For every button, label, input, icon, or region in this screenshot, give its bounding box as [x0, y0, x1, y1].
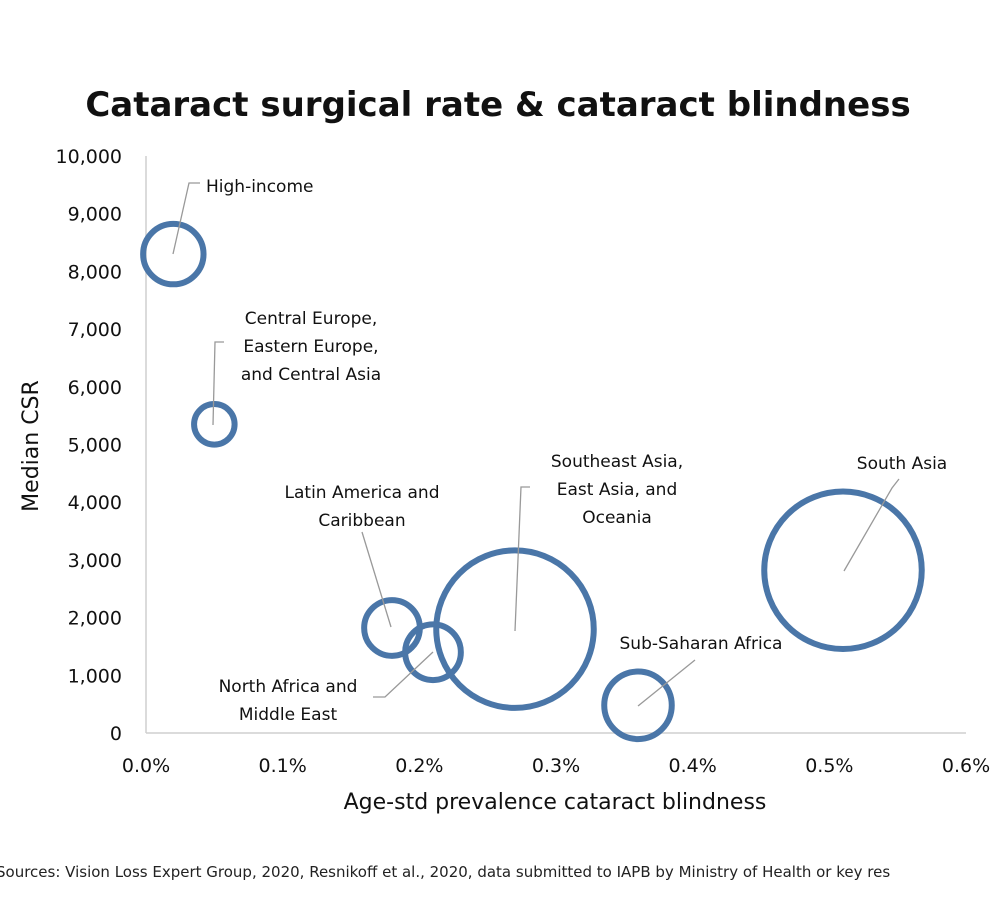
x-axis-ticks: 0.0% 0.1% 0.2% 0.3% 0.4% 0.5% 0.6% [122, 755, 990, 777]
bubble-label-line: Middle East [239, 705, 338, 725]
leader-line [212, 341, 224, 426]
bubble [191, 401, 238, 448]
leader-line [361, 531, 392, 628]
y-axis-title: Median CSR [19, 380, 44, 512]
y-tick-label: 0 [110, 723, 122, 745]
y-tick-label: 1,000 [68, 665, 122, 687]
y-tick-label: 5,000 [68, 435, 122, 457]
y-tick-label: 2,000 [68, 608, 122, 630]
y-tick-label: 6,000 [68, 377, 122, 399]
bubbles [140, 220, 925, 743]
source-note: Sources: Vision Loss Expert Group, 2020,… [0, 863, 890, 881]
bubble-label: Southeast Asia, East Asia, and Oceania [551, 452, 683, 528]
chart-title: Cataract surgical rate & cataract blindn… [85, 85, 910, 125]
y-tick-label: 10,000 [56, 146, 122, 168]
leader-line [172, 182, 200, 255]
bubble-label: Central Europe, Eastern Europe, and Centra… [241, 309, 381, 385]
x-axis-title: Age-std prevalence cataract blindness [344, 790, 767, 815]
x-tick-label: 0.3% [532, 755, 580, 777]
leader-line [843, 478, 900, 572]
x-tick-label: 0.4% [669, 755, 717, 777]
y-tick-label: 7,000 [68, 319, 122, 341]
bubble-label: High-income [206, 177, 313, 197]
bubble-label-line: Latin America and [285, 483, 440, 503]
bubble-label-line: South Asia [857, 454, 947, 474]
bubble-label-line: East Asia, and [557, 480, 678, 500]
x-tick-label: 0.6% [942, 755, 990, 777]
x-tick-label: 0.0% [122, 755, 170, 777]
annotation-leaders [172, 182, 900, 707]
bubble-label-line: Southeast Asia, [551, 452, 683, 472]
bubble-label: Sub-Saharan Africa [620, 634, 783, 654]
bubble [761, 488, 925, 653]
bubble [140, 220, 207, 288]
y-tick-label: 9,000 [68, 204, 122, 226]
y-tick-label: 4,000 [68, 492, 122, 514]
bubble [601, 668, 675, 743]
bubble-label-line: Eastern Europe, [243, 337, 378, 357]
bubble-label-line: Central Europe, [245, 309, 378, 329]
x-tick-label: 0.2% [395, 755, 443, 777]
bubble-label: Latin America and Caribbean [285, 483, 440, 531]
y-tick-label: 3,000 [68, 550, 122, 572]
annotation-labels: High-income Central Europe, Eastern Europe… [206, 177, 947, 725]
y-tick-label: 8,000 [68, 261, 122, 283]
leader-line [373, 651, 434, 698]
leader-line [637, 659, 696, 707]
bubble [402, 621, 464, 684]
bubble-label-line: and Central Asia [241, 365, 381, 385]
bubble-label: North Africa and Middle East [219, 677, 358, 725]
bubble-label: South Asia [857, 454, 947, 474]
bubble-label-line: High-income [206, 177, 313, 197]
bubble-label-line: Caribbean [318, 511, 405, 531]
x-tick-label: 0.5% [805, 755, 853, 777]
bubble-label-line: North Africa and [219, 677, 358, 697]
y-axis-ticks: 0 1,000 2,000 3,000 4,000 5,000 6,000 7,000 8,00… [56, 146, 122, 745]
x-tick-label: 0.1% [259, 755, 307, 777]
bubble-label-line: Sub-Saharan Africa [620, 634, 783, 654]
bubble [433, 547, 597, 711]
bubble-label-line: Oceania [582, 508, 652, 528]
bubble [361, 597, 423, 659]
leader-line [514, 486, 530, 632]
